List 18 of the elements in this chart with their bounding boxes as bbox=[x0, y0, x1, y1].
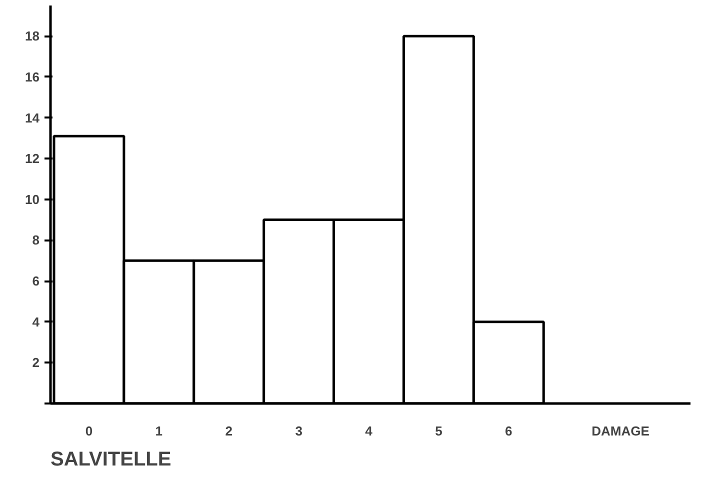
y-tick-label: 12 bbox=[25, 151, 40, 166]
y-tick-label: 14 bbox=[25, 110, 40, 126]
x-tick-label: 3 bbox=[295, 424, 302, 438]
x-tick-label: 0 bbox=[85, 424, 93, 438]
x-tick-label: 2 bbox=[225, 424, 232, 438]
y-tick-label: 8 bbox=[32, 232, 40, 248]
y-tick-label: 16 bbox=[25, 69, 40, 84]
x-tick-label: 5 bbox=[435, 424, 442, 438]
x-tick-label: 4 bbox=[365, 424, 374, 438]
y-tick-label: 2 bbox=[32, 355, 40, 370]
x-tick-label: 6 bbox=[505, 424, 512, 438]
text: SALVITELLE bbox=[50, 448, 172, 470]
x-axis-title: DAMAGE bbox=[592, 424, 650, 438]
y-tick-label: 4 bbox=[32, 314, 40, 330]
y-tick-label: 10 bbox=[25, 192, 40, 207]
x-tick-label: 1 bbox=[155, 424, 163, 438]
y-tick-label: 18 bbox=[25, 28, 40, 44]
y-tick-label: 6 bbox=[32, 274, 40, 289]
